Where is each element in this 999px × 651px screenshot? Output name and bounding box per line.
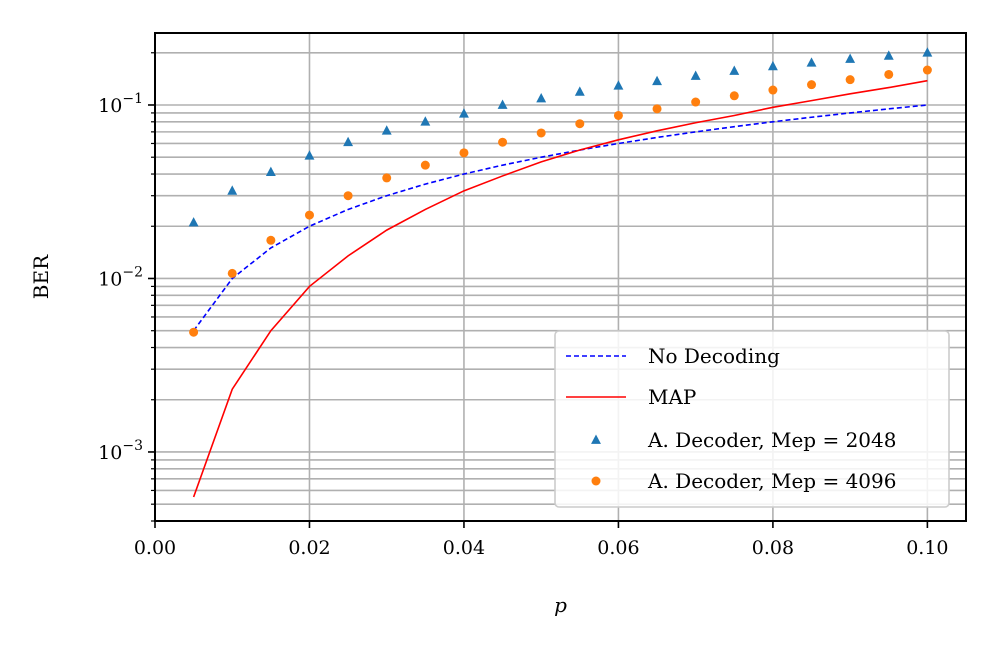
data-point: [807, 80, 817, 90]
data-point: [613, 80, 624, 90]
data-point: [806, 57, 817, 67]
data-point: [884, 69, 894, 79]
x-tick-label: 0.10: [906, 537, 948, 559]
data-point: [652, 75, 662, 86]
data-point: [343, 136, 354, 147]
series-0: [192, 104, 928, 332]
y-tick-label: 10−1: [98, 91, 143, 117]
axis-labels: p BER: [29, 254, 567, 617]
legend-box: [554, 330, 950, 508]
data-point: [498, 137, 508, 147]
data-point: [420, 116, 431, 126]
plot-area: [188, 47, 933, 498]
data-point: [691, 97, 701, 107]
y-tick-label: 10−2: [98, 264, 143, 290]
series-3: [189, 65, 932, 337]
data-point: [459, 148, 469, 158]
data-point: [922, 47, 933, 57]
data-point: [613, 110, 623, 120]
legend-swatch: [591, 434, 601, 444]
data-point: [536, 92, 547, 103]
x-axis-label: p: [554, 593, 567, 617]
legend: No Decoding MAP A. Decoder, Mep = 2048 A. D…: [554, 330, 950, 508]
legend-entry: A. Decoder, Mep = 4096: [591, 469, 896, 493]
legend-swatch: [591, 476, 601, 486]
legend-entry: MAP: [566, 385, 696, 409]
legend-label: A. Decoder, Mep = 4096: [647, 469, 896, 493]
series-1: [192, 79, 928, 498]
data-point: [729, 65, 740, 75]
data-point: [768, 85, 778, 95]
legend-entry: A. Decoder, Mep = 2048: [591, 428, 896, 452]
plot-frame: [154, 32, 967, 522]
data-point: [729, 91, 739, 101]
x-tick-label: 0.02: [288, 537, 330, 559]
data-point: [767, 60, 778, 71]
data-point: [497, 99, 508, 109]
data-point: [536, 128, 546, 138]
data-point: [459, 108, 469, 118]
data-point: [304, 150, 315, 160]
data-point: [304, 210, 314, 220]
series-line: [192, 79, 928, 498]
data-point: [382, 173, 392, 183]
x-tick-label: 0.06: [597, 537, 639, 559]
series-2: [188, 47, 933, 227]
data-point: [574, 86, 585, 96]
data-point: [652, 104, 662, 114]
x-tick-label: 0.08: [752, 537, 794, 559]
y-tick-label: 10−3: [98, 438, 143, 464]
data-point: [265, 166, 276, 177]
data-point: [845, 75, 855, 85]
y-axis-label: BER: [29, 254, 53, 299]
legend-entry: No Decoding: [566, 344, 780, 368]
legend-label: No Decoding: [648, 344, 780, 368]
series-line: [192, 104, 928, 332]
series-group: [188, 47, 933, 498]
x-tick-label: 0.00: [134, 537, 176, 559]
data-point: [188, 217, 199, 227]
axis-ticks: 0.00 0.02 0.04 0.06 0.08 0.10 10−1 10−2 10−3: [98, 52, 949, 559]
data-point: [420, 160, 430, 170]
data-point: [883, 50, 894, 60]
data-point: [845, 53, 856, 63]
data-point: [381, 125, 392, 135]
data-point: [227, 268, 237, 278]
data-point: [227, 185, 238, 195]
data-point: [189, 327, 199, 337]
x-tick-label: 0.04: [443, 537, 485, 559]
data-point: [343, 191, 353, 201]
legend-label: MAP: [648, 385, 696, 409]
data-point: [690, 70, 701, 80]
data-point: [575, 119, 585, 129]
data-point: [922, 65, 932, 75]
legend-label: A. Decoder, Mep = 2048: [647, 428, 896, 452]
data-point: [266, 235, 276, 245]
